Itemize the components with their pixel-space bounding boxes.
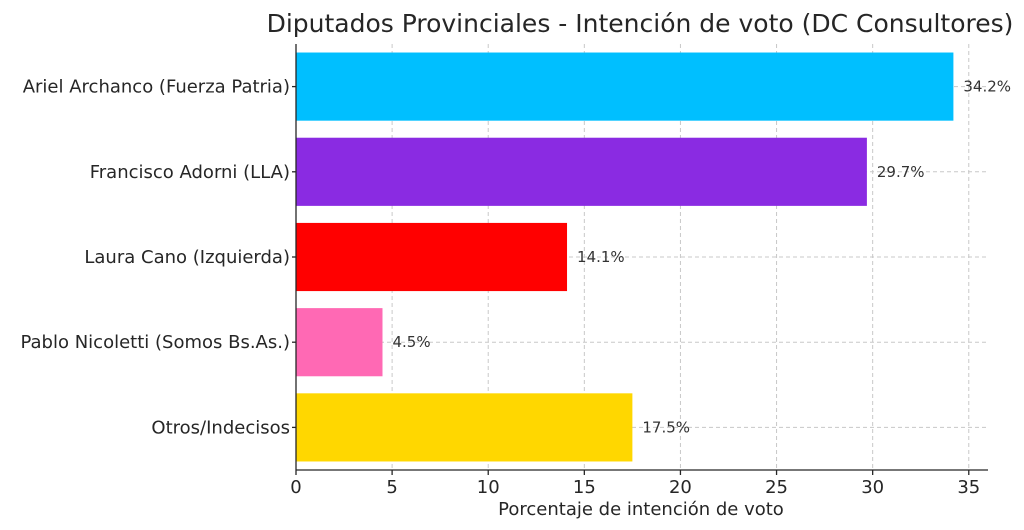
x-tick-label: 0 xyxy=(290,477,301,498)
data-label: 29.7% xyxy=(877,163,925,181)
category-label: Laura Cano (Izquierda) xyxy=(84,247,290,268)
bars xyxy=(296,52,954,462)
bar xyxy=(296,52,954,121)
x-tick-label: 15 xyxy=(573,477,596,498)
bar xyxy=(296,393,633,462)
category-labels: Ariel Archanco (Fuerza Patria) Francisco … xyxy=(20,77,290,439)
chart-title: Diputados Provinciales - Intención de vo… xyxy=(267,9,1014,38)
bar xyxy=(296,137,867,206)
category-label: Pablo Nicoletti (Somos Bs.As.) xyxy=(20,332,290,353)
category-label: Otros/Indecisos xyxy=(151,417,290,438)
data-label: 34.2% xyxy=(963,78,1011,96)
bar xyxy=(296,308,383,377)
data-label: 4.5% xyxy=(393,333,431,351)
x-ticks: 0 5 10 15 20 25 30 35 xyxy=(290,85,980,498)
x-tick-label: 20 xyxy=(669,477,692,498)
x-axis-title: Porcentaje de intención de voto xyxy=(498,499,784,520)
data-label: 14.1% xyxy=(577,248,625,266)
x-tick-label: 5 xyxy=(386,477,397,498)
x-tick-label: 10 xyxy=(477,477,500,498)
x-tick-label: 25 xyxy=(765,477,788,498)
category-label: Ariel Archanco (Fuerza Patria) xyxy=(23,77,290,98)
bar xyxy=(296,222,568,292)
data-labels: 34.2% 29.7% 14.1% 4.5% 17.5% xyxy=(393,78,1012,437)
x-tick-label: 35 xyxy=(957,477,980,498)
data-label: 17.5% xyxy=(642,418,690,436)
category-label: Francisco Adorni (LLA) xyxy=(90,162,290,183)
x-tick-label: 30 xyxy=(861,477,884,498)
